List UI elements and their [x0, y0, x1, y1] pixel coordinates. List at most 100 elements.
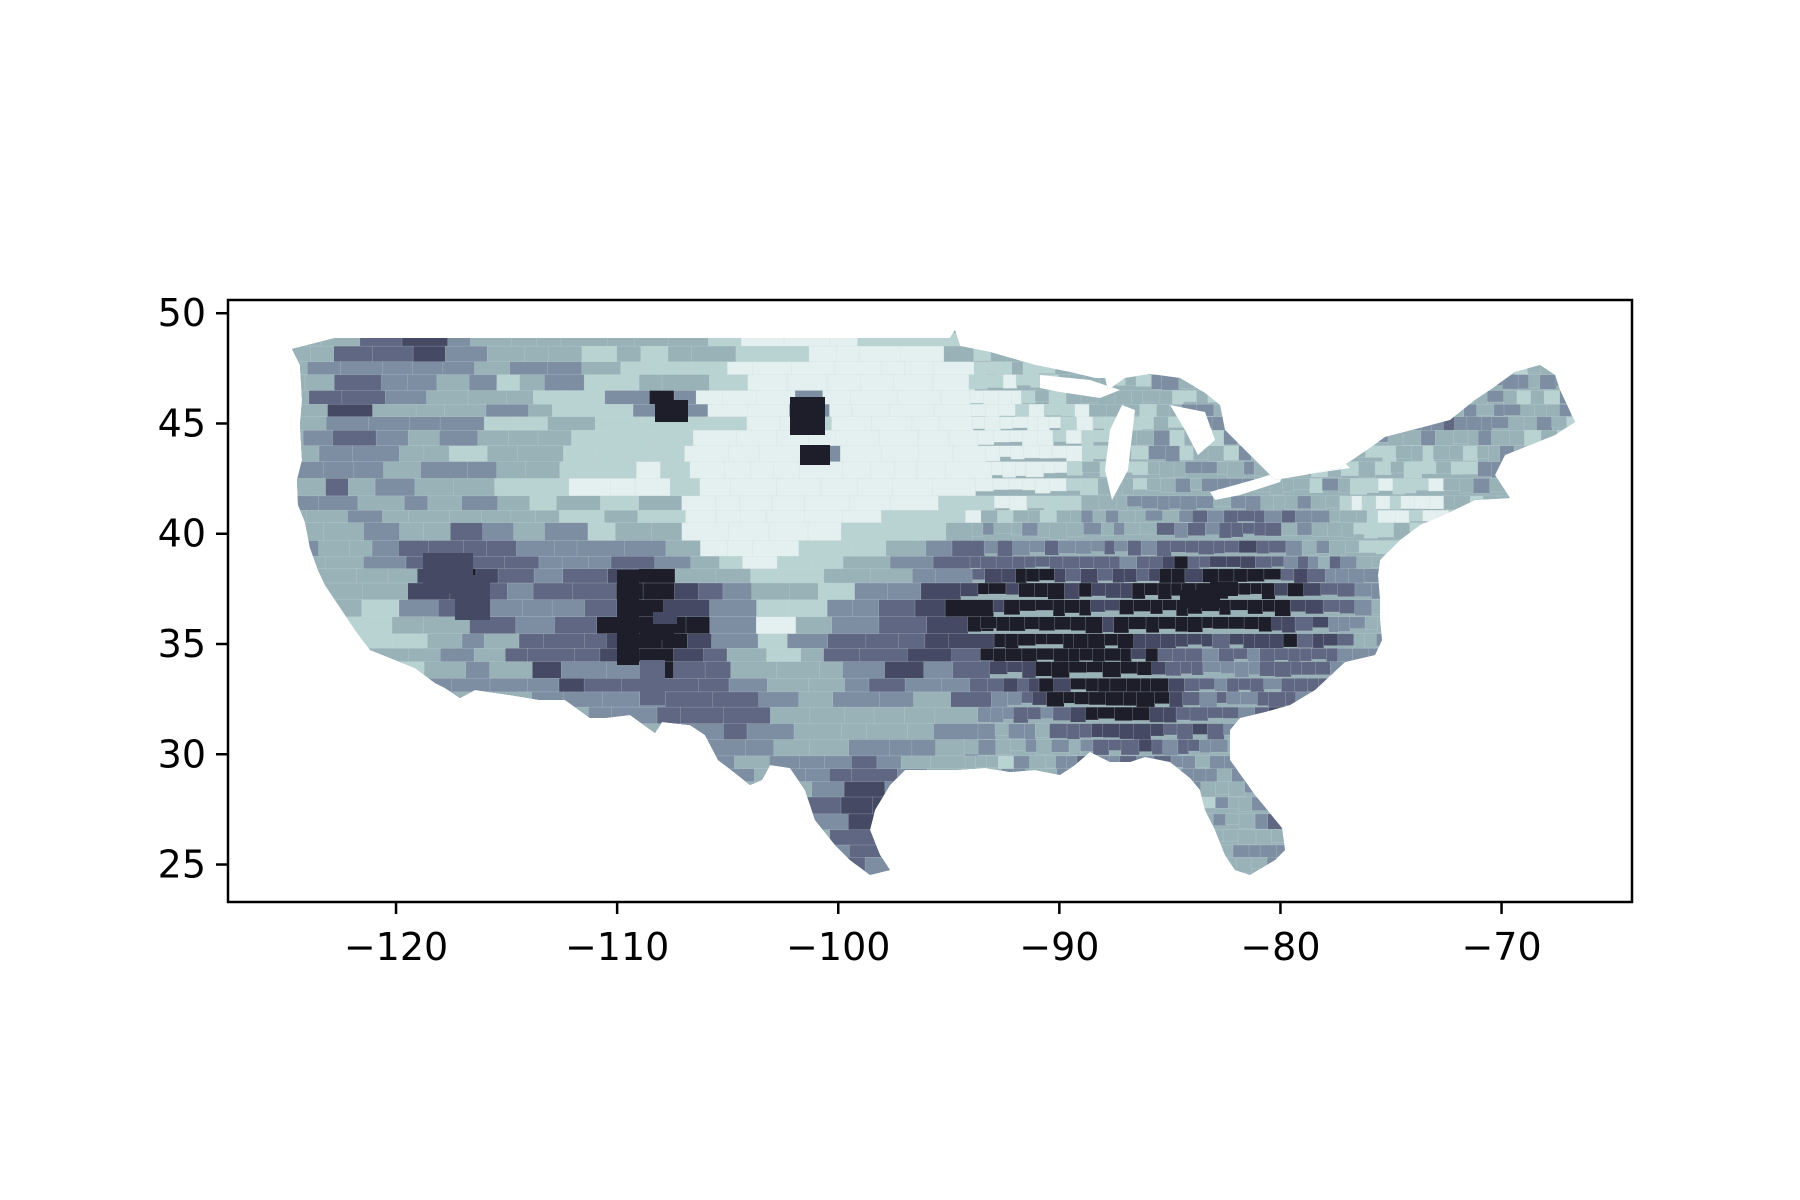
- county-cell: [1021, 691, 1033, 704]
- county-cell: [1408, 404, 1421, 419]
- county-cell: [1054, 361, 1072, 376]
- county-cell: [387, 739, 419, 770]
- county-cell: [1024, 556, 1036, 569]
- county-cell: [1035, 857, 1050, 872]
- county-cell: [292, 706, 321, 742]
- county-cell: [1086, 874, 1102, 875]
- county-cell: [1024, 723, 1036, 740]
- county-cell: [362, 844, 392, 875]
- county-cell: [973, 361, 986, 377]
- county-cell: [1351, 495, 1363, 513]
- county-cell: [1136, 568, 1150, 582]
- county-cell: [1303, 582, 1322, 597]
- county-cell: [1325, 844, 1338, 856]
- county-cell: [1524, 333, 1537, 345]
- county-cell: [292, 510, 308, 532]
- county-cell: [1539, 556, 1558, 569]
- county-cell: [1157, 648, 1174, 662]
- county-cell: [292, 691, 317, 720]
- county-cell: [776, 768, 807, 804]
- county-cell: [1058, 540, 1076, 554]
- county-cell: [1198, 813, 1215, 827]
- county-cell: [971, 568, 986, 581]
- county-cell: [1186, 361, 1198, 379]
- county-cell: [1223, 430, 1239, 445]
- county-cell: [1454, 416, 1468, 432]
- county-cell: [1240, 556, 1257, 569]
- county-cell: [1467, 430, 1479, 447]
- county-cell: [1386, 333, 1399, 345]
- county-cell: [1098, 813, 1116, 827]
- county-cell: [355, 661, 385, 697]
- county-cell: [645, 723, 678, 760]
- county-cell: [1061, 404, 1076, 417]
- county-cell: [954, 844, 982, 869]
- county-cell: [1371, 599, 1391, 615]
- county-cell: [1031, 781, 1048, 797]
- county-cell: [1009, 495, 1028, 513]
- county-cell: [685, 796, 724, 822]
- county-cell: [1042, 844, 1058, 861]
- county-cell: [926, 768, 961, 790]
- county-cell: [608, 813, 632, 843]
- county-cell: [1523, 568, 1539, 582]
- county-cell: [1040, 706, 1054, 719]
- county-cell: [1153, 416, 1170, 432]
- county-cell: [1549, 678, 1563, 692]
- county-cell: [1253, 723, 1270, 738]
- county-cell: [1519, 345, 1538, 362]
- county-cell: [1244, 361, 1256, 373]
- county-cell: [1418, 345, 1431, 359]
- county-cell: [1296, 768, 1313, 786]
- county-cell: [1374, 706, 1392, 719]
- county-cell: [610, 478, 636, 498]
- county-cell: [1436, 633, 1455, 646]
- county-cell: [373, 755, 420, 785]
- county-cell: [1404, 781, 1423, 794]
- county-cell: [755, 616, 797, 637]
- county-cell: [1337, 648, 1354, 664]
- county-cell: [1063, 691, 1076, 704]
- county-cell: [1532, 844, 1545, 858]
- county-cell: [1024, 768, 1043, 781]
- county-cell: [1092, 416, 1106, 429]
- county-cell: [1512, 556, 1528, 570]
- county-cell: [1074, 691, 1090, 705]
- county-cell: [1205, 374, 1221, 389]
- county-cell: [1102, 723, 1121, 738]
- county-cell: [980, 510, 999, 525]
- county-cell: [1432, 445, 1451, 460]
- county-cell: [1226, 461, 1245, 479]
- county-cell: [1321, 857, 1337, 870]
- county-cell: [994, 495, 1011, 509]
- county-cell: [1449, 599, 1465, 611]
- county-cell: [1215, 796, 1229, 809]
- county-cell: [561, 723, 606, 749]
- county-cell: [1036, 333, 1052, 349]
- county-cell: [1420, 333, 1439, 346]
- county-cell: [1024, 616, 1040, 630]
- county-cell: [327, 829, 354, 860]
- county-cell: [1009, 430, 1024, 443]
- county-cell: [1347, 330, 1365, 337]
- county-cell: [1208, 556, 1228, 568]
- county-cell: [1407, 616, 1421, 631]
- county-cell: [1499, 540, 1512, 552]
- county-cell: [1038, 616, 1056, 631]
- county-cell: [1497, 813, 1516, 827]
- county-cell: [1408, 333, 1422, 348]
- county-cell: [1080, 739, 1094, 752]
- county-cell: [1092, 648, 1106, 663]
- county-cell: [1245, 495, 1262, 512]
- county-cell: [1088, 781, 1103, 799]
- county-cell: [1352, 648, 1370, 665]
- county-cell: [1552, 706, 1568, 719]
- county-cell: [1477, 374, 1492, 387]
- county-cell: [1395, 768, 1408, 785]
- county-cell: [1092, 445, 1107, 459]
- county-cell: [1453, 495, 1471, 511]
- county-cell: [504, 813, 540, 844]
- county-cell: [1444, 706, 1463, 722]
- county-cell: [1571, 844, 1575, 859]
- county-cell: [1348, 755, 1367, 771]
